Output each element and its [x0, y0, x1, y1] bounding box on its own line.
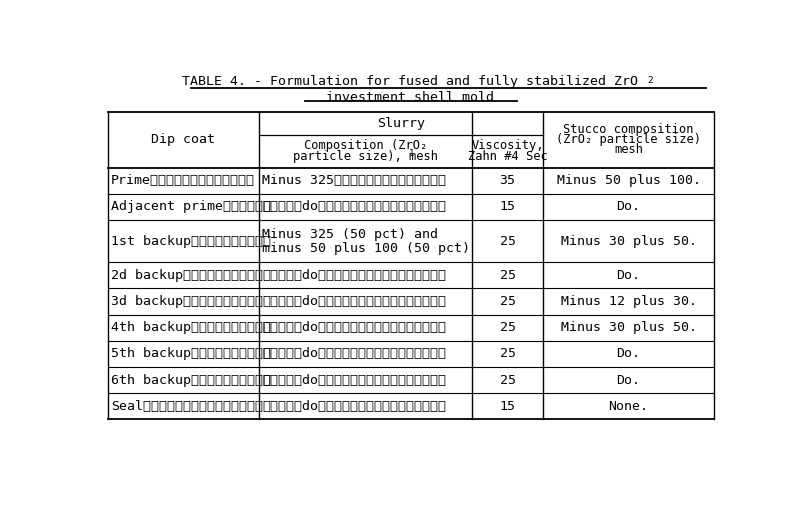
Text: investment shell mold: investment shell mold: [326, 91, 494, 104]
Text: ․․․․․do․․․․․․․․․․․․․․․․: ․․․․․do․․․․․․․․․․․․․․․․: [262, 269, 446, 282]
Text: 25: 25: [500, 295, 516, 308]
Text: Composition (ZrO₂: Composition (ZrO₂: [304, 139, 427, 152]
Text: minus 50 plus 100 (50 pct): minus 50 plus 100 (50 pct): [262, 242, 470, 255]
Text: Minus 12 plus 30.: Minus 12 plus 30.: [561, 295, 697, 308]
Text: 25: 25: [500, 235, 516, 248]
Text: Prime․․․․․․․․․․․․․: Prime․․․․․․․․․․․․․: [111, 174, 255, 187]
Text: 1st backup․․․․․․․․․․: 1st backup․․․․․․․․․․: [111, 235, 271, 248]
Text: 25: 25: [500, 269, 516, 282]
Text: 15: 15: [500, 400, 516, 413]
Text: mesh: mesh: [614, 144, 643, 156]
Text: ․․․․․do․․․․․․․․․․․․․․․․: ․․․․․do․․․․․․․․․․․․․․․․: [262, 321, 446, 334]
Text: Minus 325 (50 pct) and: Minus 325 (50 pct) and: [262, 228, 438, 241]
Text: Zahn #4 Sec: Zahn #4 Sec: [468, 150, 547, 163]
Text: 25: 25: [500, 321, 516, 334]
Text: Minus 325․․․․․․․․․․․․․․: Minus 325․․․․․․․․․․․․․․: [262, 174, 446, 187]
Text: None.: None.: [609, 400, 649, 413]
Text: 5th backup․․․․․․․․․․: 5th backup․․․․․․․․․․: [111, 347, 271, 361]
Text: Do.: Do.: [617, 200, 641, 213]
Text: particle size), mesh: particle size), mesh: [293, 150, 438, 163]
Text: Do.: Do.: [617, 374, 641, 387]
Text: 2: 2: [647, 76, 653, 85]
Text: Minus 30 plus 50.: Minus 30 plus 50.: [561, 235, 697, 248]
Text: 6th backup․․․․․․․․․․: 6th backup․․․․․․․․․․: [111, 374, 271, 387]
Text: Slurry: Slurry: [377, 117, 425, 130]
Text: ․․․․․do․․․․․․․․․․․․․․․․: ․․․․․do․․․․․․․․․․․․․․․․: [262, 347, 446, 361]
Text: ․․․․․do․․․․․․․․․․․․․․․․: ․․․․․do․․․․․․․․․․․․․․․․: [262, 200, 446, 213]
Text: Stucco composition: Stucco composition: [563, 123, 694, 136]
Text: 35: 35: [500, 174, 516, 187]
Text: 25: 25: [500, 374, 516, 387]
Text: 3d backup․․․․․․․․․․: 3d backup․․․․․․․․․․: [111, 295, 263, 308]
Text: Minus 50 plus 100.: Minus 50 plus 100.: [557, 174, 701, 187]
Text: 25: 25: [500, 347, 516, 361]
Text: ․․․․․do․․․․․․․․․․․․․․․․: ․․․․․do․․․․․․․․․․․․․․․․: [262, 295, 446, 308]
Text: Minus 30 plus 50.: Minus 30 plus 50.: [561, 321, 697, 334]
Text: Dip coat: Dip coat: [151, 134, 215, 146]
Text: Seal․․․․․․․․․․․․․․․: Seal․․․․․․․․․․․․․․․: [111, 400, 263, 413]
Text: 2d backup․․․․․․․․․․: 2d backup․․․․․․․․․․: [111, 269, 263, 282]
Text: Adjacent prime․․․․․․: Adjacent prime․․․․․․: [111, 200, 271, 213]
Text: 4th backup․․․․․․․․․․: 4th backup․․․․․․․․․․: [111, 321, 271, 334]
Text: (ZrO₂ particle size): (ZrO₂ particle size): [556, 134, 701, 146]
Text: ․․․․․do․․․․․․․․․․․․․․․․: ․․․․․do․․․․․․․․․․․․․․․․: [262, 374, 446, 387]
Text: ․․․․․do․․․․․․․․․․․․․․․․: ․․․․․do․․․․․․․․․․․․․․․․: [262, 400, 446, 413]
Text: Do.: Do.: [617, 347, 641, 361]
Text: Do.: Do.: [617, 269, 641, 282]
Text: 15: 15: [500, 200, 516, 213]
Text: TABLE 4. - Formulation for fused and fully stabilized ZrO: TABLE 4. - Formulation for fused and ful…: [182, 75, 638, 88]
Text: Viscosity,: Viscosity,: [471, 139, 544, 152]
Text: 1: 1: [409, 149, 414, 158]
